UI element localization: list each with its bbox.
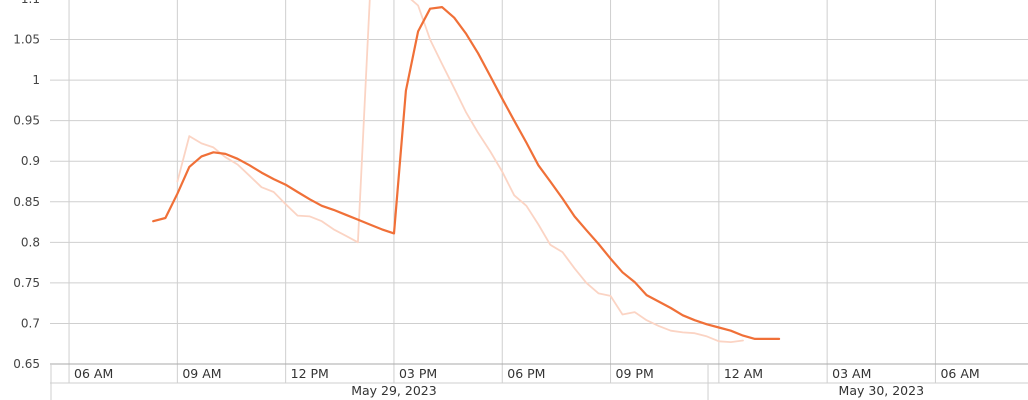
x-tick-label: 09 AM	[182, 366, 221, 381]
series-line-raw	[176, 0, 744, 344]
y-tick-label: 0.8	[21, 235, 40, 249]
date-label: May 30, 2023	[839, 383, 924, 398]
x-tick-label: 03 AM	[832, 366, 871, 381]
x-tick-label: 03 PM	[399, 366, 437, 381]
y-tick-label: 0.7	[21, 316, 40, 330]
x-tick-label: 12 AM	[724, 366, 763, 381]
vertical-gridlines	[68, 0, 936, 383]
y-tick-label: 1.05	[13, 33, 40, 47]
series-group	[152, 0, 781, 344]
y-tick-label: 0.65	[13, 357, 40, 371]
y-tick-label: 0.9	[21, 154, 40, 168]
x-tick-label: 06 AM	[74, 366, 113, 381]
x-tick-label: 06 AM	[940, 366, 979, 381]
horizontal-gridlines	[50, 39, 1028, 365]
y-tick-label: 0.85	[13, 195, 40, 209]
series-line-smoothed	[152, 5, 781, 340]
y-tick-label: 0.95	[13, 114, 40, 128]
y-axis-tick-labels: 1.1 1.05 1 0.95 0.9 0.85 0.8 0.75 0.7 0.65	[13, 0, 40, 371]
x-tick-label: 06 PM	[507, 366, 545, 381]
y-tick-label: 0.75	[13, 276, 40, 290]
x-tick-label: 09 PM	[616, 366, 654, 381]
x-axis: 06 AM 09 AM 12 PM 03 PM 06 PM 09 PM 12 AM 03 AM…	[50, 363, 1028, 400]
y-tick-label: 1	[32, 73, 40, 87]
x-tick-label: 12 PM	[291, 366, 329, 381]
date-label: May 29, 2023	[351, 383, 436, 398]
y-tick-label: 1.1	[21, 0, 40, 6]
